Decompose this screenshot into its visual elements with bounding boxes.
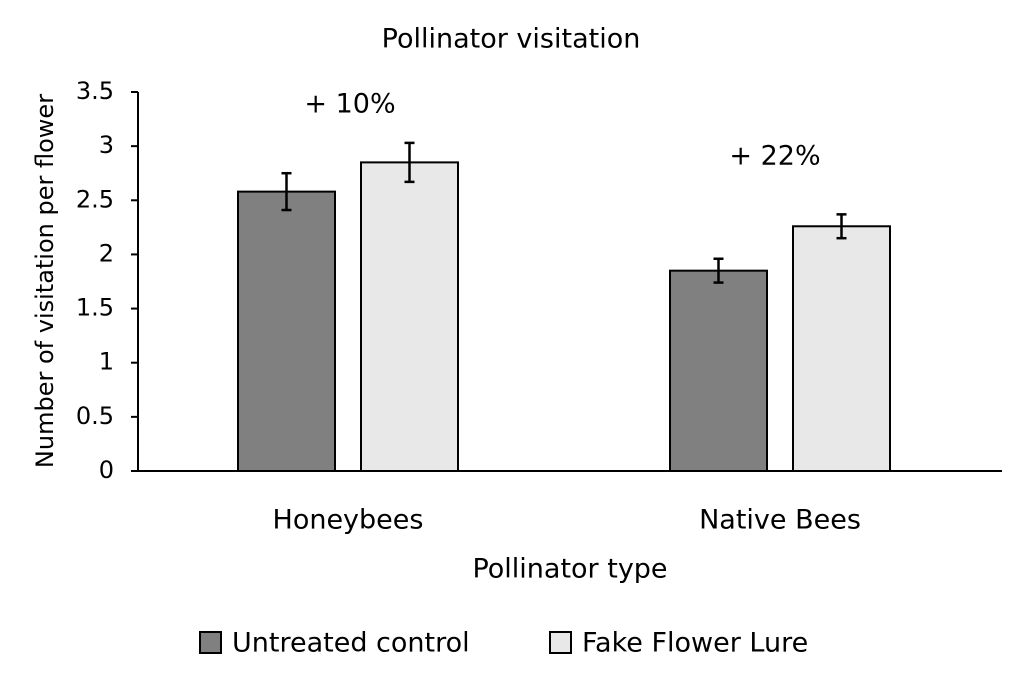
- error-bar: [836, 213, 847, 240]
- y-tick-label: 3: [99, 131, 114, 159]
- bar: [669, 269, 768, 472]
- bar: [360, 161, 459, 472]
- error-bar: [713, 257, 724, 284]
- x-tick-label: Honeybees: [273, 505, 424, 536]
- y-tick-label: 1.5: [76, 294, 114, 322]
- y-tick-label: 0: [99, 456, 114, 484]
- y-tick-label: 1: [99, 348, 114, 376]
- y-tick-label: 2: [99, 239, 114, 267]
- annotation: + 10%: [304, 89, 395, 120]
- error-bar: [404, 141, 415, 184]
- y-tick-label: 3.5: [76, 77, 114, 105]
- legend-swatch: [549, 631, 572, 654]
- bar: [792, 225, 891, 472]
- y-tick-label: 0.5: [76, 402, 114, 430]
- chart-title: Pollinator visitation: [382, 24, 641, 55]
- y-tick-label: 2.5: [76, 185, 114, 213]
- y-axis-title: Number of visitation per flower: [31, 94, 59, 468]
- x-axis-title: Pollinator type: [472, 554, 667, 585]
- bar: [237, 190, 336, 472]
- error-bar: [281, 171, 292, 212]
- x-tick-label: Native Bees: [699, 505, 861, 536]
- legend-label: Fake Flower Lure: [582, 628, 808, 659]
- annotation: + 22%: [729, 141, 820, 172]
- legend-label: Untreated control: [232, 628, 470, 659]
- legend-swatch: [199, 631, 222, 654]
